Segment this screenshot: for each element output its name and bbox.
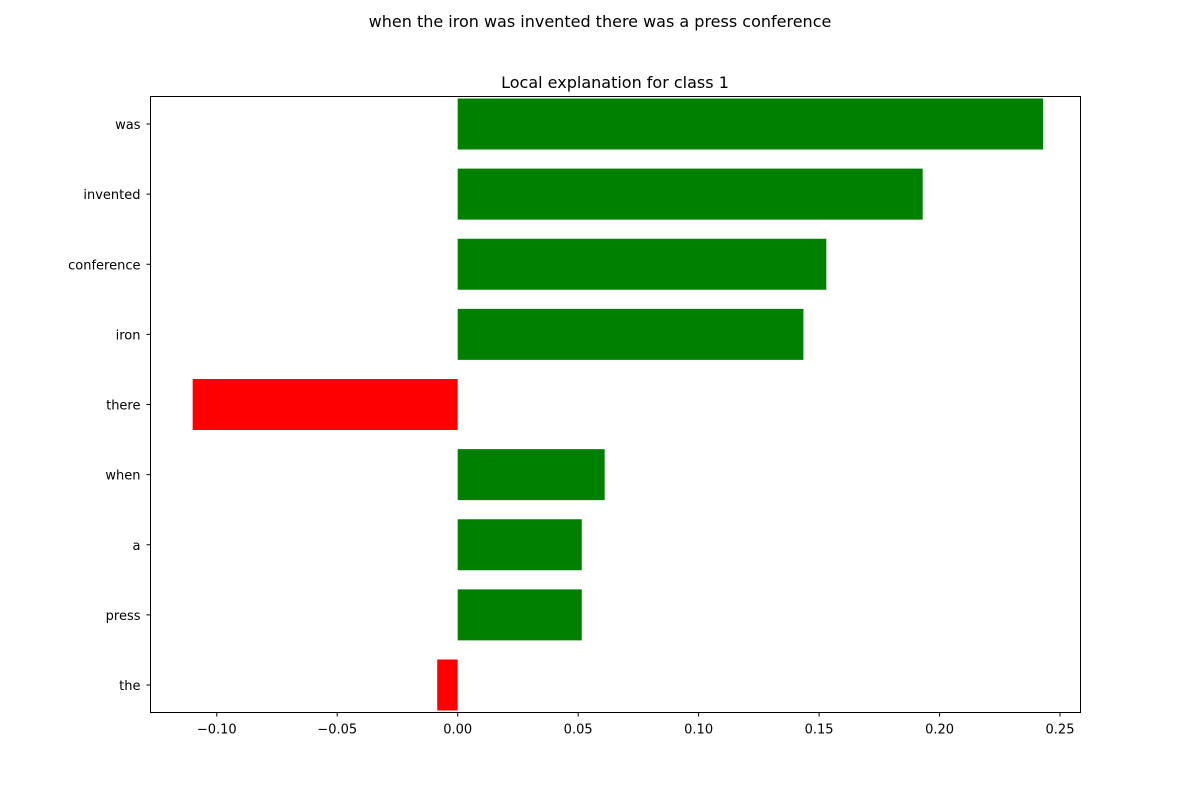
y-tick-label: there — [106, 399, 140, 414]
y-tick-label: when — [105, 469, 140, 484]
x-tick-label: 0.00 — [443, 723, 472, 738]
y-tick-label: the — [119, 679, 140, 694]
y-tick-label: press — [106, 609, 141, 624]
x-ticks: −0.10 −0.05 0.00 0.05 0.10 0.15 0.20 0.25 — [197, 712, 1075, 738]
chart-title: Local explanation for class 1 — [501, 73, 729, 92]
bar-iron — [457, 308, 804, 360]
bar-was — [457, 98, 1044, 150]
figure-suptitle: when the iron was invented there was a p… — [368, 12, 832, 31]
x-tick-label: 0.10 — [684, 723, 713, 738]
bar-there — [192, 379, 458, 430]
x-tick-label: −0.10 — [197, 723, 237, 738]
y-tick-label: invented — [83, 188, 140, 203]
y-tick-labels: was invented conference iron there when a press… — [68, 118, 151, 694]
y-tick-label: conference — [68, 258, 140, 273]
bar-a — [457, 519, 582, 571]
y-tick-label: a — [133, 539, 141, 554]
bar-conference — [457, 238, 827, 290]
bar-the — [437, 659, 458, 711]
y-tick-label: iron — [116, 328, 141, 343]
bars-group — [192, 98, 1044, 711]
x-tick-label: 0.15 — [805, 723, 834, 738]
bar-press — [457, 589, 582, 641]
plot-frame — [150, 96, 1081, 713]
x-tick-label: −0.05 — [317, 723, 357, 738]
x-tick-label: 0.25 — [1046, 723, 1075, 738]
bar-invented — [457, 168, 923, 220]
x-tick-label: 0.05 — [564, 723, 593, 738]
bar-when — [457, 449, 605, 501]
x-tick-label: 0.20 — [925, 723, 954, 738]
y-tick-label: was — [115, 118, 141, 133]
